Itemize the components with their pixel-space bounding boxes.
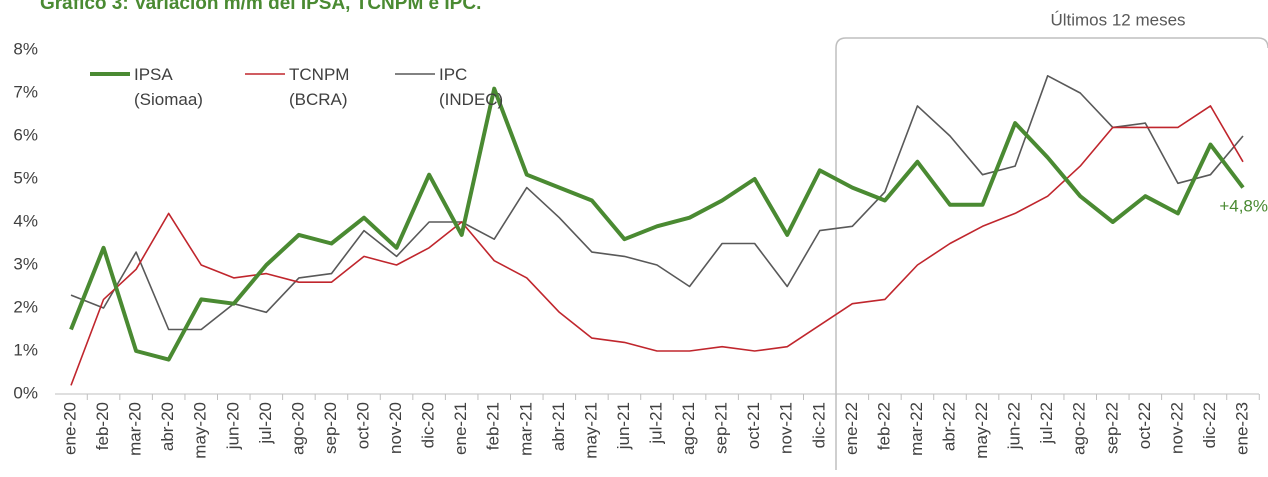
x-tick-label: ene-23 xyxy=(1232,402,1251,455)
x-tick-label: abr-21 xyxy=(549,402,568,451)
x-tick-label: abr-22 xyxy=(939,402,958,451)
y-tick-label: 8% xyxy=(13,39,38,58)
x-tick-label: feb-21 xyxy=(484,402,503,450)
x-tick-label: jun-22 xyxy=(1005,402,1024,450)
annotation: +4,8% xyxy=(1219,196,1268,215)
x-tick-label: jul-22 xyxy=(1037,402,1056,445)
x-tick-label: dic-21 xyxy=(809,402,828,448)
x-tick-label: oct-20 xyxy=(353,402,372,449)
x-tick-label: jun-21 xyxy=(614,402,633,450)
y-tick-label: 7% xyxy=(13,82,38,101)
x-tick-label: mar-21 xyxy=(516,402,535,456)
x-tick-label: oct-21 xyxy=(744,402,763,449)
x-tick-label: feb-22 xyxy=(874,402,893,450)
x-tick-label: sep-21 xyxy=(712,402,731,454)
x-tick-label: nov-22 xyxy=(1167,402,1186,454)
y-tick-label: 5% xyxy=(13,168,38,187)
x-tick-label: jul-21 xyxy=(646,402,665,445)
x-tick-label: may-21 xyxy=(581,402,600,459)
x-tick-label: mar-22 xyxy=(907,402,926,456)
x-tick-label: ago-20 xyxy=(288,402,307,455)
x-tick-label: sep-20 xyxy=(321,402,340,454)
legend-label: IPSA (Siomaa) xyxy=(134,65,203,109)
y-tick-label: 6% xyxy=(13,125,38,144)
x-tick-label: may-22 xyxy=(972,402,991,459)
x-tick-label: nov-21 xyxy=(777,402,796,454)
x-tick-label: mar-20 xyxy=(126,402,145,456)
x-tick-label: abr-20 xyxy=(158,402,177,451)
highlight-box xyxy=(835,37,1268,470)
x-tick-label: may-20 xyxy=(191,402,210,459)
x-tick-label: ago-21 xyxy=(679,402,698,455)
series-line xyxy=(70,105,1244,386)
series-line xyxy=(69,86,1245,362)
x-tick-label: jun-20 xyxy=(223,402,242,450)
x-tick-label: jul-20 xyxy=(256,402,275,445)
x-tick-label: feb-20 xyxy=(93,402,112,450)
legend-label: TCNPM (BCRA) xyxy=(289,65,350,109)
x-tick-label: dic-20 xyxy=(419,402,438,448)
x-tick-label: ago-22 xyxy=(1070,402,1089,455)
x-tick-label: ene-20 xyxy=(60,402,79,455)
annotation: Últimos 12 meses xyxy=(1050,10,1185,29)
y-tick-label: 3% xyxy=(13,254,38,273)
x-tick-label: sep-22 xyxy=(1102,402,1121,454)
legend-label: IPC (INDEC) xyxy=(439,65,504,109)
x-tick-label: ene-21 xyxy=(451,402,470,455)
y-tick-label: 2% xyxy=(13,297,38,316)
y-tick-label: 1% xyxy=(13,340,38,359)
x-tick-label: ene-22 xyxy=(842,402,861,455)
x-tick-label: dic-22 xyxy=(1200,402,1219,448)
y-tick-label: 4% xyxy=(13,211,38,230)
chart-title: Gráfico 3: Variación m/m del IPSA, TCNPM… xyxy=(40,0,481,14)
series-line xyxy=(70,75,1244,331)
x-tick-label: nov-20 xyxy=(386,402,405,454)
y-tick-label: 0% xyxy=(13,383,38,402)
x-tick-label: oct-22 xyxy=(1135,402,1154,449)
